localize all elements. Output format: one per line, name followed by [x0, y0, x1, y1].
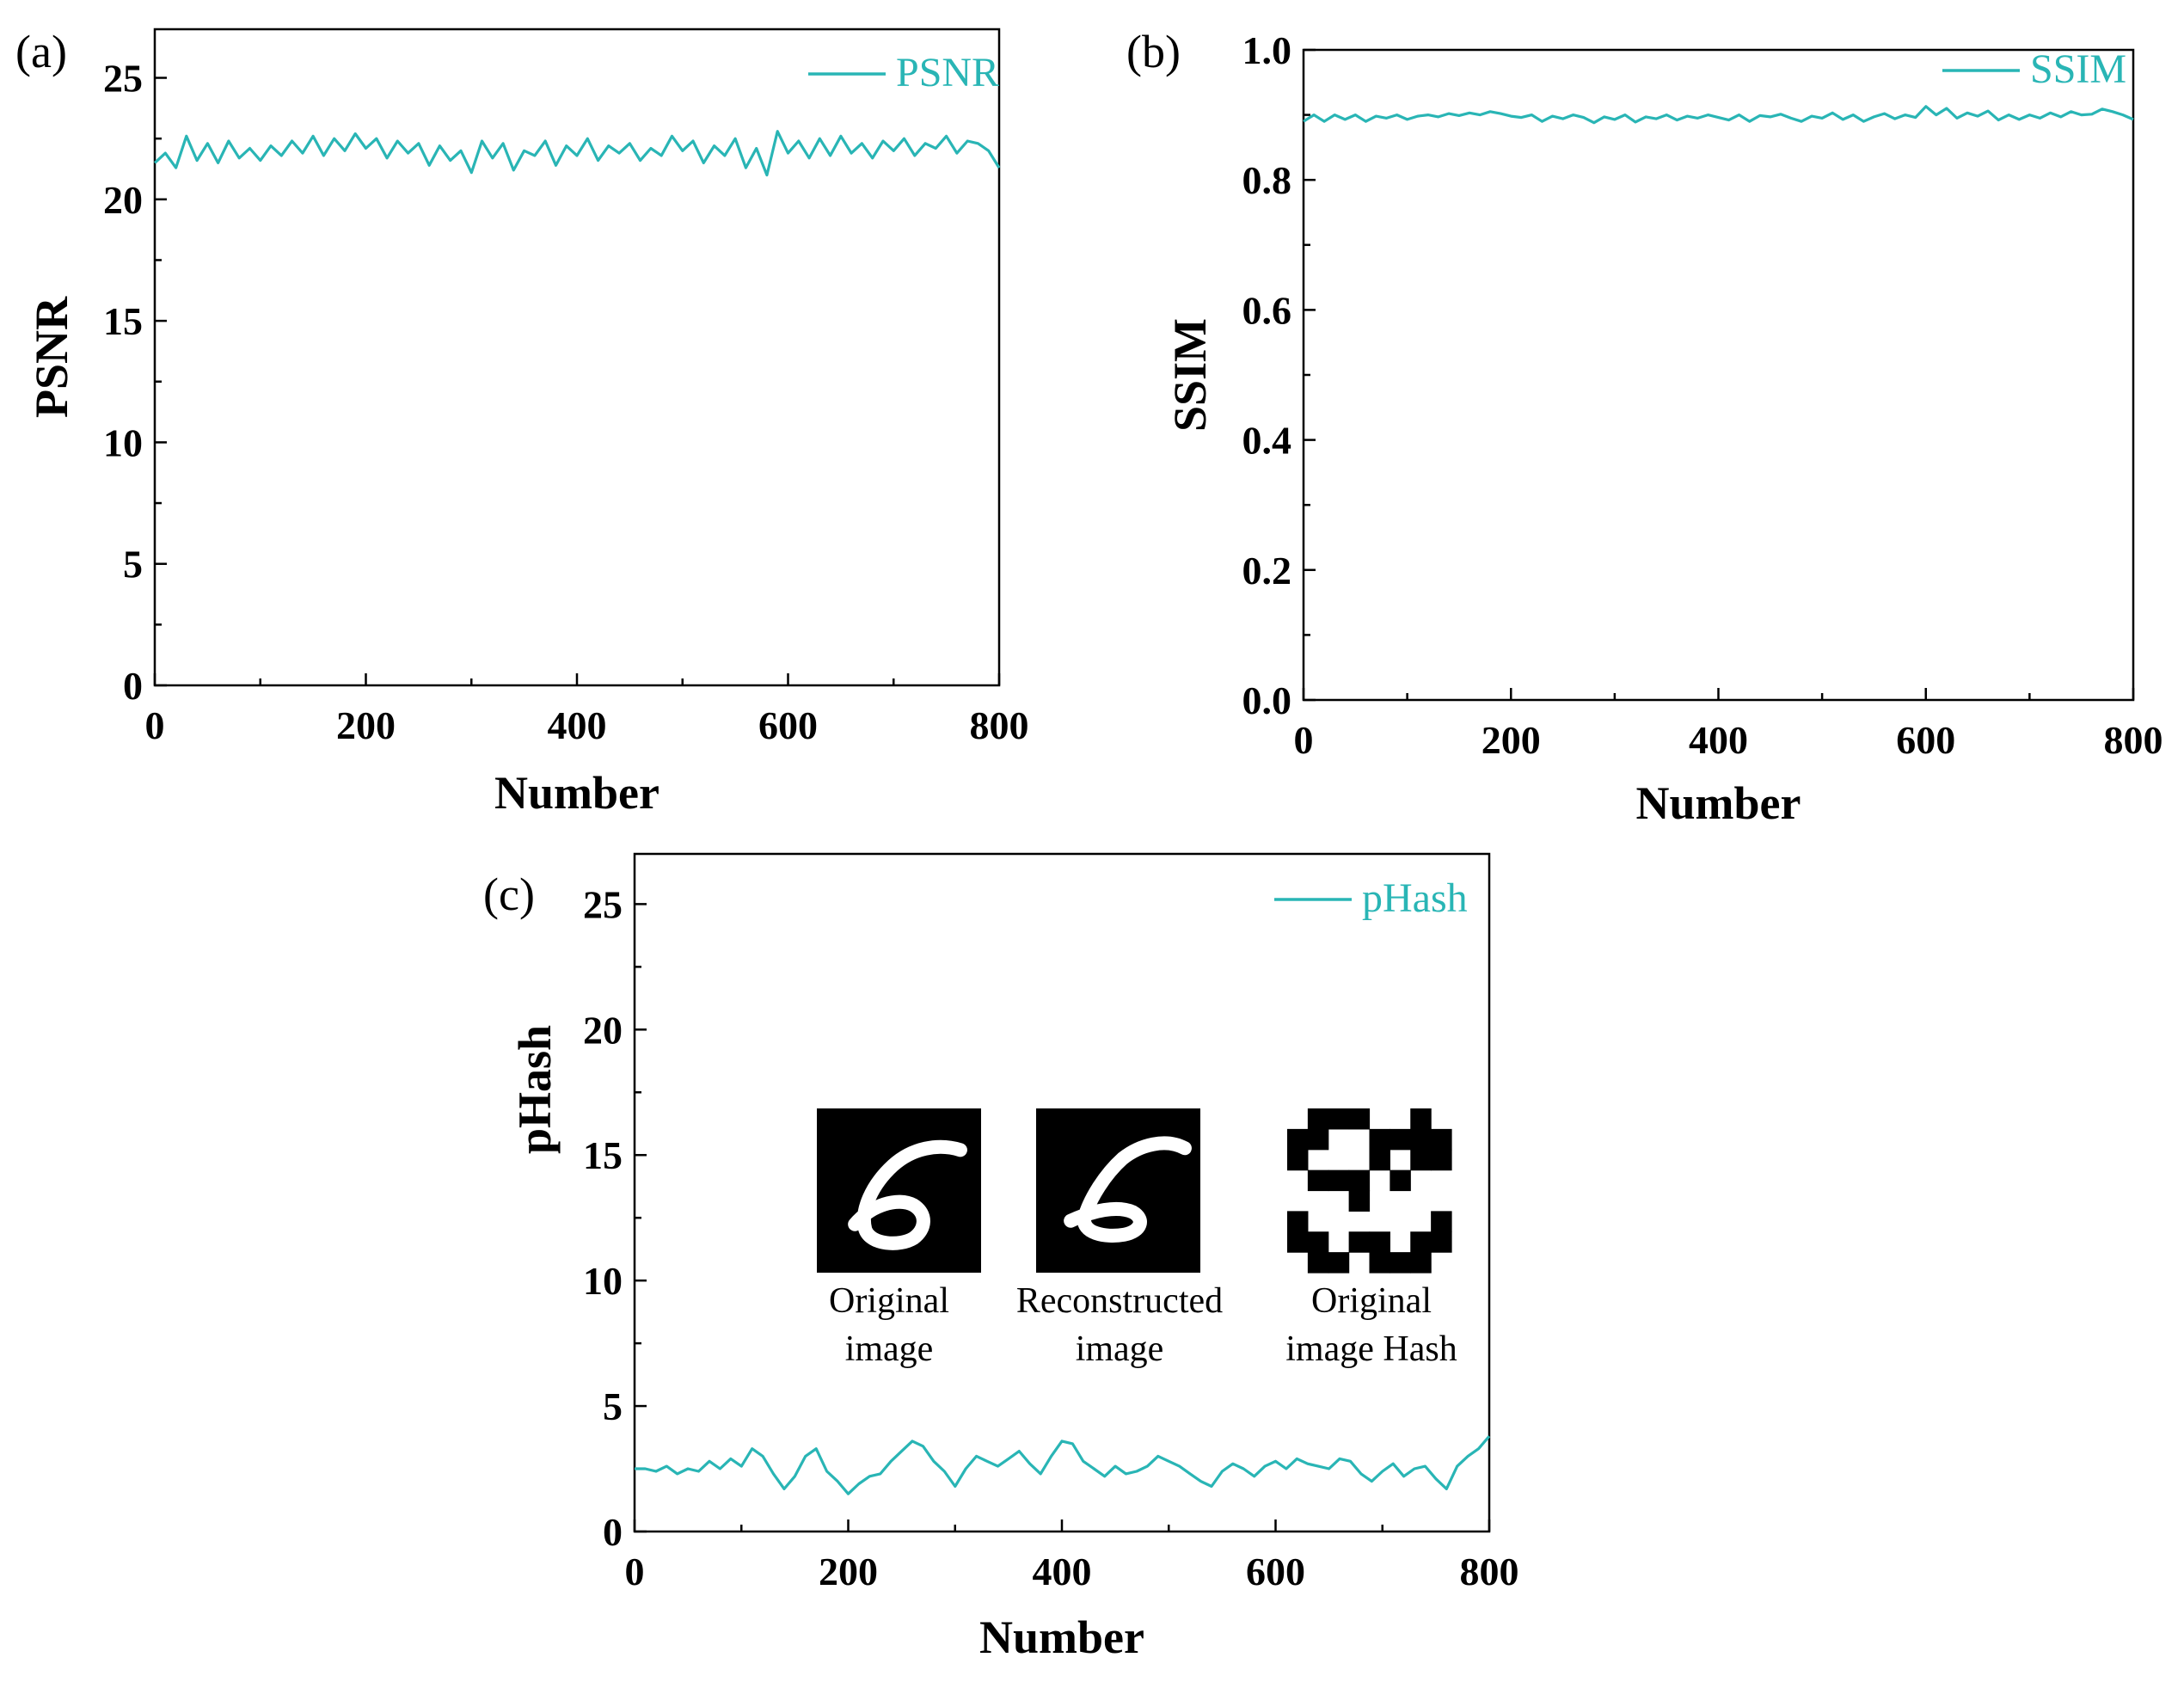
- hash-cell: [1307, 1169, 1329, 1192]
- x-tick-label: 200: [1482, 718, 1541, 762]
- series-line-ssim: [1303, 105, 2134, 125]
- x-axis-title: Number: [494, 767, 659, 819]
- y-tick-label: 5: [123, 543, 143, 586]
- x-axis-title: Number: [979, 1611, 1144, 1663]
- x-tick-label: 600: [1896, 718, 1955, 762]
- hash-cell: [1369, 1149, 1390, 1171]
- original-image-thumbnail: [817, 1108, 981, 1273]
- hash-cell: [1410, 1252, 1432, 1274]
- chart-panel-a: 0 200 400 600 800 0 5 10 15 20 25 Number PSNR (a) PSNR: [15, 26, 1029, 819]
- inset-caption-line2: image: [845, 1329, 934, 1369]
- plot-frame: [153, 28, 1001, 687]
- legend-label: pHash: [1362, 875, 1468, 921]
- hash-cell: [1307, 1252, 1329, 1274]
- hash-cell: [1390, 1252, 1411, 1274]
- hash-cell: [1287, 1231, 1309, 1253]
- y-tick-label: 10: [583, 1259, 623, 1303]
- chart-panel-c: 0 200 400 600 800 0 5 10 15 20 25 Number pHash (c) pHa…: [483, 852, 1519, 1663]
- thumbnail-background: [1036, 1108, 1200, 1273]
- inset-caption-line2: image Hash: [1285, 1329, 1457, 1369]
- y-axis-title: pHash: [509, 1025, 561, 1154]
- hash-cell: [1390, 1169, 1411, 1192]
- hash-cell: [1410, 1108, 1432, 1130]
- y-tick-label: 0: [603, 1510, 623, 1554]
- hash-cell: [1348, 1108, 1371, 1130]
- x-tick-label: 400: [548, 703, 607, 747]
- inset-caption-line1: Original: [829, 1281, 949, 1321]
- hash-cell: [1369, 1252, 1390, 1274]
- hash-cell: [1410, 1231, 1432, 1253]
- x-tick-label: 400: [1689, 718, 1748, 762]
- y-tick-label: 5: [603, 1384, 623, 1428]
- original-image-hash-thumbnail: [1287, 1108, 1452, 1274]
- x-tick-label: 800: [2104, 718, 2163, 762]
- reconstructed-image-thumbnail: [1036, 1108, 1200, 1273]
- x-tick-label: 0: [1294, 718, 1314, 762]
- hash-cell: [1287, 1211, 1309, 1232]
- x-tick-label: 0: [625, 1550, 645, 1593]
- hash-cell: [1431, 1149, 1452, 1171]
- y-tick-label: 25: [583, 882, 623, 926]
- y-tick-label: 25: [103, 57, 143, 101]
- hash-cell: [1431, 1128, 1452, 1151]
- hash-cell: [1287, 1149, 1309, 1171]
- hash-cell: [1307, 1128, 1329, 1151]
- hash-cell: [1307, 1231, 1329, 1253]
- x-tick-label: 800: [1460, 1550, 1519, 1593]
- x-axis-title: Number: [1636, 777, 1801, 829]
- hash-cell: [1410, 1128, 1432, 1151]
- y-tick-label: 20: [103, 178, 143, 222]
- inset-images: Original image Reconstructed image Original i…: [817, 1108, 1457, 1369]
- inset-caption-line1: Reconstructed: [1016, 1281, 1223, 1321]
- x-tick-label: 200: [336, 703, 396, 747]
- legend-label: SSIM: [2030, 46, 2126, 92]
- hash-cell: [1348, 1231, 1371, 1253]
- hash-cell: [1431, 1211, 1452, 1232]
- y-tick-label: 10: [103, 420, 143, 464]
- hash-cell: [1348, 1190, 1371, 1212]
- x-tick-label: 400: [1033, 1550, 1092, 1593]
- y-tick-label: 20: [583, 1008, 623, 1052]
- x-tick-label: 0: [145, 703, 165, 747]
- digit-six-stroke: [1064, 1136, 1192, 1243]
- y-tick-label: 0.6: [1242, 288, 1292, 332]
- hash-cell: [1328, 1108, 1350, 1130]
- y-axis-title: PSNR: [26, 296, 77, 418]
- y-tick-label: 0.0: [1242, 678, 1292, 722]
- hash-cell: [1328, 1252, 1350, 1274]
- hash-cell: [1328, 1169, 1350, 1192]
- inset-caption-line1: Original: [1311, 1281, 1432, 1321]
- digit-six-stroke: [848, 1139, 967, 1250]
- y-tick-label: 0: [123, 664, 143, 708]
- x-tick-label: 600: [758, 703, 818, 747]
- series-line-phash: [635, 1435, 1491, 1495]
- y-axis-title: SSIM: [1164, 318, 1216, 432]
- y-tick-label: 0.2: [1242, 549, 1292, 592]
- panel-label: (a): [15, 26, 67, 77]
- x-tick-label: 200: [819, 1550, 878, 1593]
- hash-cell: [1307, 1108, 1329, 1130]
- hash-cell: [1410, 1149, 1432, 1171]
- hash-cell: [1369, 1128, 1390, 1151]
- y-tick-label: 0.8: [1242, 158, 1292, 202]
- panel-label: (c): [483, 869, 535, 920]
- hash-cell: [1348, 1169, 1371, 1192]
- chart-panel-b: 0 200 400 600 800 0.0 0.2 0.4 0.6 0.8 1.0 Number SSI…: [1126, 26, 2163, 829]
- inset-caption-line2: image: [1076, 1329, 1164, 1369]
- hash-cell: [1287, 1128, 1309, 1151]
- y-tick-label: 1.0: [1242, 28, 1292, 72]
- x-tick-label: 600: [1246, 1550, 1305, 1593]
- hash-cell: [1431, 1231, 1452, 1253]
- panel-label: (b): [1126, 26, 1181, 77]
- plot-frame: [1302, 48, 2135, 702]
- x-tick-label: 800: [970, 703, 1029, 747]
- y-tick-label: 15: [583, 1133, 623, 1177]
- y-tick-label: 15: [103, 299, 143, 343]
- legend-label: PSNR: [896, 50, 999, 95]
- y-tick-label: 0.4: [1242, 419, 1292, 463]
- hash-cell: [1369, 1231, 1390, 1253]
- hash-cell: [1390, 1128, 1411, 1151]
- series-line-psnr: [153, 130, 1001, 177]
